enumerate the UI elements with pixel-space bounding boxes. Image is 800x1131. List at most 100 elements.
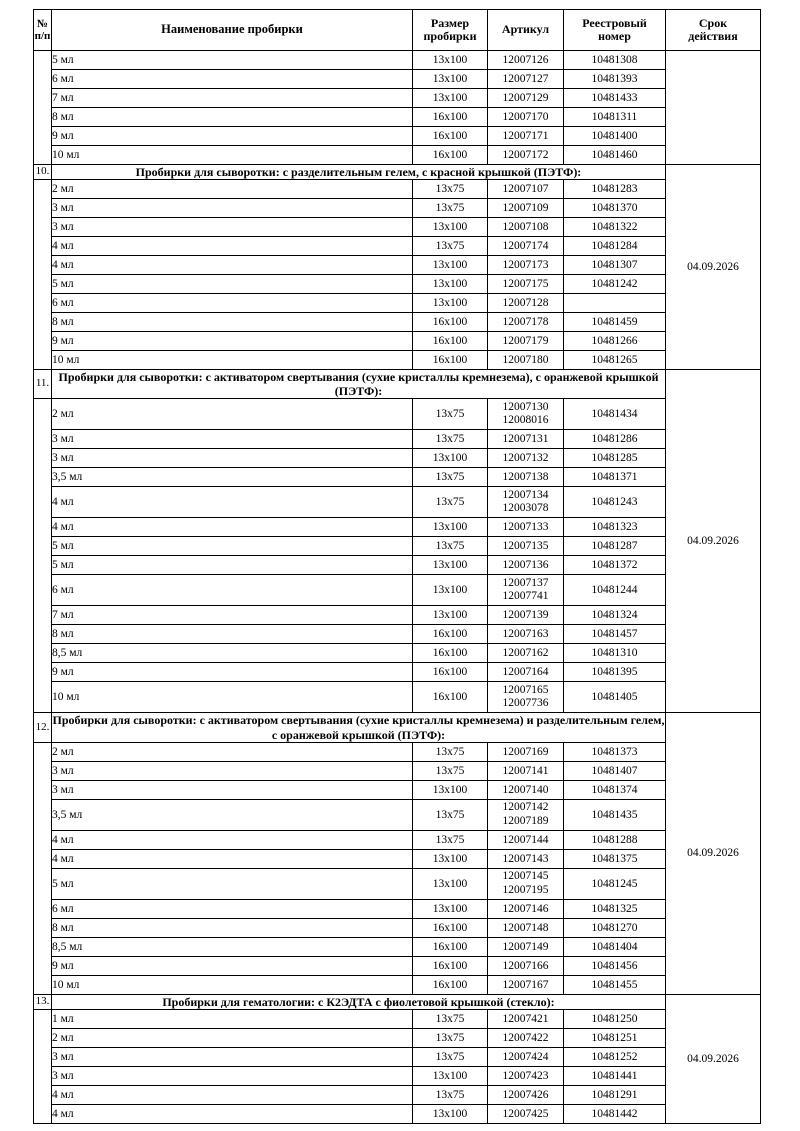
cell-tube-name: 2 мл: [51, 741, 413, 762]
cell-registry-number: 10481442: [563, 1103, 666, 1124]
cell-registry-number: 10481441: [563, 1065, 666, 1086]
cell-article: 12007175: [487, 274, 564, 295]
table-row: 2 мл 13x75 12007169 10481373: [33, 741, 761, 995]
cell-article: 12007109: [487, 198, 564, 219]
cell-article: 12007126: [487, 50, 564, 70]
cell-registry-number: 10481400: [563, 126, 666, 146]
cell-tube-size: 13x100: [412, 217, 488, 238]
table-row: 9 мл 16x100 12007179 10481266: [34, 331, 761, 352]
cell-registry-number: 10481308: [563, 50, 666, 70]
cell-tube-name: 2 мл: [51, 398, 413, 431]
cell-registry-number: 10481459: [563, 312, 666, 333]
column-header-article: Артикул: [487, 9, 564, 51]
cell-tube-size: 13x100: [412, 448, 488, 469]
cell-tube-name: 9 мл: [51, 662, 413, 683]
cell-article: 12007137 12007741: [487, 574, 564, 607]
table-row: 4 мл 13x75 12007134 12003078 10481243: [34, 486, 761, 519]
cell-tube-name: 5 мл: [51, 867, 413, 900]
section-header-row: 10. Пробирки для сыворотки: с разделитель…: [33, 163, 761, 371]
section-header-row: 13. Пробирки для гематологии: с К2ЭДТА с …: [33, 993, 761, 1124]
cell-article: 12007423: [487, 1065, 564, 1086]
cell-registry-number: 10481455: [563, 974, 666, 995]
cell-tube-name: 9 мл: [51, 331, 413, 352]
cell-tube-size: 13x75: [412, 829, 488, 850]
cell-tube-name: 8,5 мл: [51, 936, 413, 957]
cell-tube-name: 1 мл: [51, 1008, 413, 1029]
cell-tube-size: 13x100: [412, 555, 488, 576]
cell-registry-number: 10481371: [563, 467, 666, 488]
table-head: № п/п Наименование пробирки Размер проби…: [33, 9, 761, 51]
cell-tube-name: 9 мл: [51, 955, 413, 976]
cell-tube-name: 4 мл: [51, 486, 413, 519]
cell-article: 12007142 12007189: [487, 798, 564, 831]
cell-article: 12007180: [487, 350, 564, 371]
cell-tube-size: 13x100: [412, 574, 488, 607]
cell-tube-size: 13x75: [412, 1027, 488, 1048]
column-header-number-line2: п/п: [34, 30, 51, 42]
cell-article-secondary: 12007195: [502, 883, 549, 896]
cell-tube-name: 8 мл: [51, 917, 413, 938]
cell-registry-number: 10481324: [563, 605, 666, 626]
cell-tube-name: 5 мл: [51, 536, 413, 557]
cell-tube-size: 16x100: [412, 624, 488, 645]
section-number: 13.: [33, 993, 52, 1010]
cell-tube-size: 16x100: [412, 643, 488, 664]
cell-tube-name: 3,5 мл: [51, 467, 413, 488]
cell-tube-size: 13x100: [412, 898, 488, 919]
cell-article: 12007178: [487, 312, 564, 333]
table-row: 5 мл 13x75 12007135 10481287: [34, 536, 761, 557]
cell-tube-name: 10 мл: [51, 974, 413, 995]
cell-article: 12007134 12003078: [487, 486, 564, 519]
cell-article: 12007127: [487, 69, 564, 89]
cell-tube-size: 16x100: [412, 126, 488, 146]
cell-registry-number: 10481270: [563, 917, 666, 938]
cell-article: 12007107: [487, 179, 564, 200]
cell-tube-name: 3 мл: [51, 448, 413, 469]
cell-tube-name: 4 мл: [51, 848, 413, 869]
cell-tube-name: 9 мл: [51, 126, 413, 146]
cell-tube-size: 16x100: [412, 662, 488, 683]
column-header-size-line2: пробирки: [423, 29, 477, 43]
cell-registry-number: 10481265: [563, 350, 666, 371]
table-row: 3 мл 13x100 12007423 10481441: [34, 1065, 761, 1086]
cell-article: 12007424: [487, 1046, 564, 1067]
cell-tube-name: 8 мл: [51, 312, 413, 333]
cell-article: 12007136: [487, 555, 564, 576]
cell-article: 12007167: [487, 974, 564, 995]
column-header-size: Размер пробирки: [412, 9, 488, 51]
cell-registry-number: 10481322: [563, 217, 666, 238]
table-row: 3 мл 13x100 12007132 10481285: [34, 448, 761, 469]
cell-article-primary: 12007134: [502, 488, 549, 501]
section-title: Пробирки для сыворотки: с активатором св…: [51, 712, 666, 743]
cell-tube-name: 3 мл: [51, 760, 413, 781]
cell-article: 12007133: [487, 517, 564, 538]
cell-tube-name: 4 мл: [51, 1103, 413, 1124]
table-row: 8 мл 16x100 12007178 10481459: [34, 312, 761, 333]
table-row: 8 мл 16x100 12007170 10481311: [34, 107, 761, 127]
table-row: 6 мл 13x100 12007127 10481393: [34, 69, 761, 89]
section-header-row: 11. Пробирки для сыворотки: с активатором…: [33, 369, 761, 714]
cell-tube-size: 16x100: [412, 936, 488, 957]
table-row: 4 мл 13x100 12007133 10481323: [34, 517, 761, 538]
cell-tube-name: 3 мл: [51, 779, 413, 800]
cell-tube-name: 10 мл: [51, 145, 413, 165]
cell-article: 12007128: [487, 293, 564, 314]
cell-tube-size: 13x100: [412, 50, 488, 70]
table-row: 10 мл 16x100 12007180 10481265: [34, 350, 761, 371]
cell-registry-number: 10481407: [563, 760, 666, 781]
cell-registry-number: 10481404: [563, 936, 666, 957]
cell-tube-name: 2 мл: [51, 179, 413, 200]
cell-registry-number: 10481245: [563, 867, 666, 900]
cell-tube-size: 13x75: [412, 741, 488, 762]
cell-tube-size: 13x100: [412, 1065, 488, 1086]
table-body: 5 мл 13x100 12007126 10481308 6 мл 13x100 1200…: [33, 50, 761, 1124]
cell-article-primary: 12007165: [502, 683, 549, 696]
cell-article: 12007130 12008016: [487, 398, 564, 431]
row-number-spacer: [33, 741, 52, 995]
row-number-spacer: [33, 398, 52, 714]
cell-article: 12007149: [487, 936, 564, 957]
cell-tube-name: 4 мл: [51, 255, 413, 276]
cell-registry-number: 10481243: [563, 486, 666, 519]
cell-registry-number: 10481287: [563, 536, 666, 557]
